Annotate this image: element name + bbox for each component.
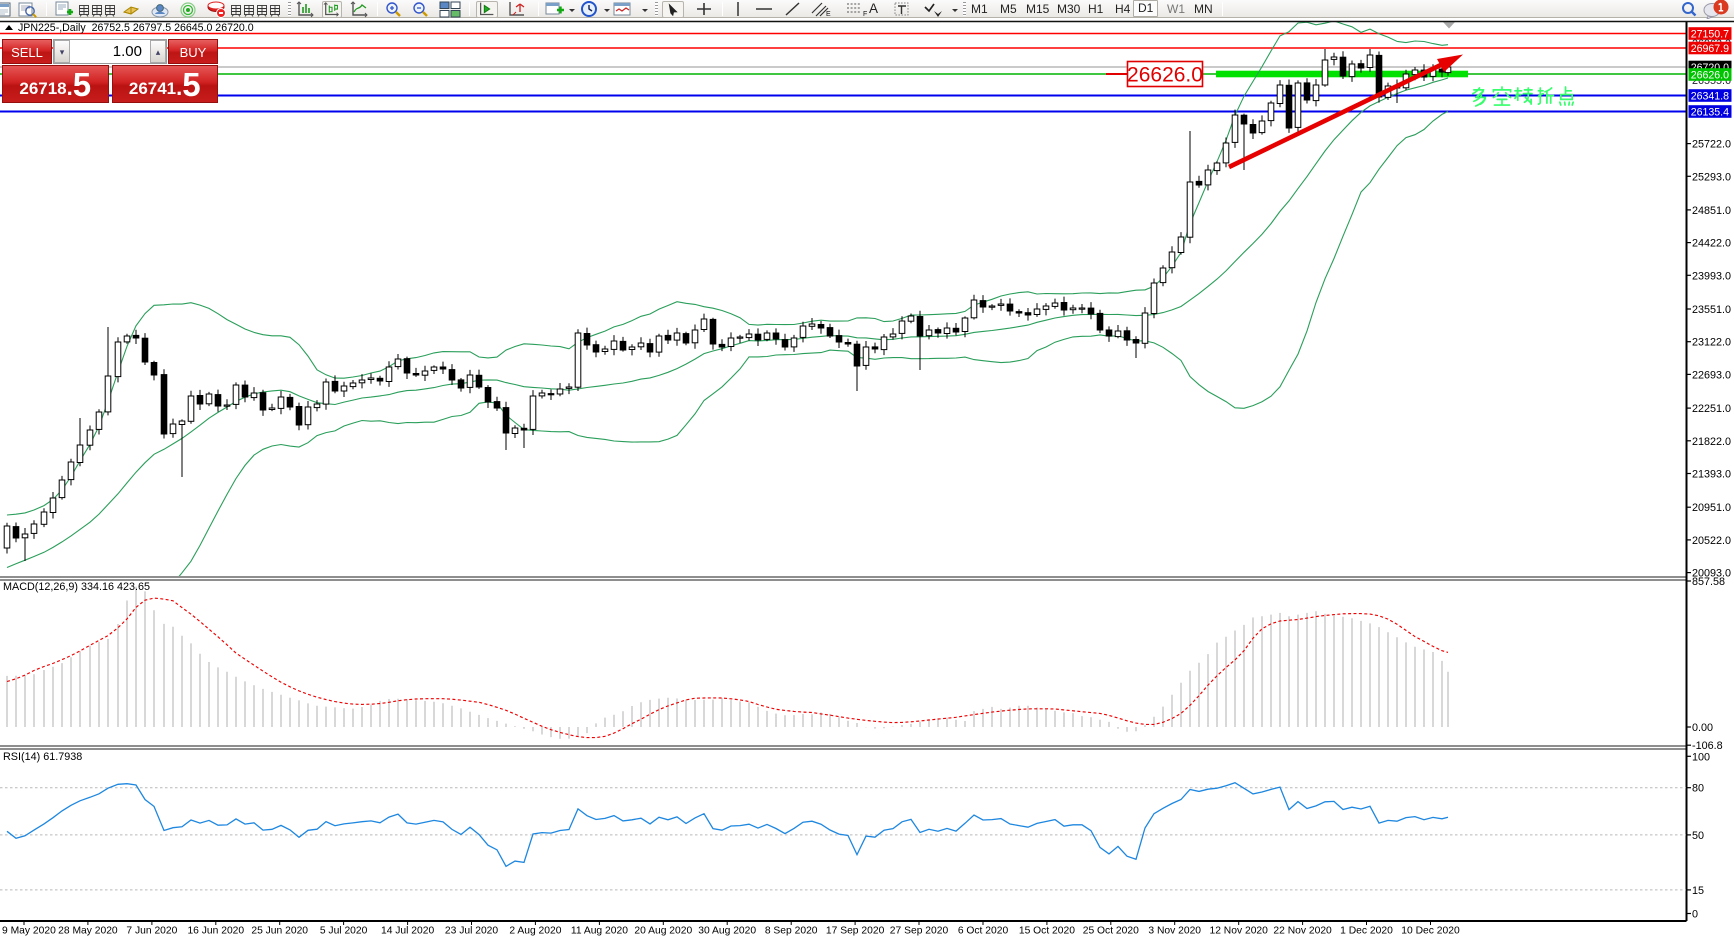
svg-text:24422.0: 24422.0 bbox=[1692, 238, 1731, 250]
svg-text:23551.0: 23551.0 bbox=[1692, 304, 1731, 316]
svg-text:25 Oct 2020: 25 Oct 2020 bbox=[1083, 926, 1139, 937]
svg-text:JPN225-,Daily 26752.5 26797.5: JPN225-,Daily 26752.5 26797.5 26645.0 26… bbox=[18, 22, 254, 34]
svg-text:-106.8: -106.8 bbox=[1692, 740, 1723, 752]
svg-text:27 Sep 2020: 27 Sep 2020 bbox=[890, 926, 949, 937]
svg-text:26626.0: 26626.0 bbox=[1691, 70, 1729, 82]
svg-text:100: 100 bbox=[1692, 751, 1710, 763]
svg-text:15: 15 bbox=[1692, 885, 1704, 897]
svg-text:0.00: 0.00 bbox=[1692, 722, 1713, 734]
svg-text:14 Jul 2020: 14 Jul 2020 bbox=[381, 926, 435, 937]
svg-text:15 Oct 2020: 15 Oct 2020 bbox=[1019, 926, 1075, 937]
svg-text:26341.8: 26341.8 bbox=[1691, 91, 1729, 103]
svg-text:25722.0: 25722.0 bbox=[1692, 139, 1731, 151]
svg-text:20522.0: 20522.0 bbox=[1692, 535, 1731, 547]
svg-text:25293.0: 25293.0 bbox=[1692, 171, 1731, 183]
svg-text:23993.0: 23993.0 bbox=[1692, 270, 1731, 282]
svg-text:22251.0: 22251.0 bbox=[1692, 403, 1731, 415]
svg-text:21393.0: 21393.0 bbox=[1692, 469, 1731, 481]
svg-text:80: 80 bbox=[1692, 783, 1704, 795]
svg-text:RSI(14) 61.7938: RSI(14) 61.7938 bbox=[3, 751, 82, 763]
svg-text:28 May 2020: 28 May 2020 bbox=[58, 926, 118, 937]
svg-text:857.58: 857.58 bbox=[1692, 576, 1725, 588]
svg-text:11 Aug 2020: 11 Aug 2020 bbox=[571, 926, 628, 937]
svg-text:3 Nov 2020: 3 Nov 2020 bbox=[1148, 926, 1201, 937]
svg-text:8 Sep 2020: 8 Sep 2020 bbox=[765, 926, 818, 937]
svg-text:12 Nov 2020: 12 Nov 2020 bbox=[1209, 926, 1268, 937]
svg-text:0: 0 bbox=[1692, 909, 1698, 921]
svg-text:17 Sep 2020: 17 Sep 2020 bbox=[826, 926, 885, 937]
svg-text:20 Aug 2020: 20 Aug 2020 bbox=[634, 926, 692, 937]
svg-text:10 Dec 2020: 10 Dec 2020 bbox=[1401, 926, 1460, 937]
svg-text:6 Oct 2020: 6 Oct 2020 bbox=[958, 926, 1009, 937]
svg-text:F: F bbox=[863, 11, 867, 18]
svg-text:21822.0: 21822.0 bbox=[1692, 436, 1731, 448]
svg-text:20951.0: 20951.0 bbox=[1692, 502, 1731, 514]
svg-text:26626.0: 26626.0 bbox=[1127, 64, 1203, 87]
svg-text:25 Jun 2020: 25 Jun 2020 bbox=[251, 926, 308, 937]
svg-text:26967.9: 26967.9 bbox=[1691, 43, 1729, 55]
svg-text:5 Jul 2020: 5 Jul 2020 bbox=[320, 926, 368, 937]
svg-text:20093.0: 20093.0 bbox=[1692, 568, 1731, 580]
svg-text:22693.0: 22693.0 bbox=[1692, 369, 1731, 381]
svg-text:30 Aug 2020: 30 Aug 2020 bbox=[698, 926, 756, 937]
svg-text:E: E bbox=[826, 11, 831, 18]
svg-text:23 Jul 2020: 23 Jul 2020 bbox=[445, 926, 499, 937]
svg-text:23122.0: 23122.0 bbox=[1692, 337, 1731, 349]
svg-text:MACD(12,26,9) 334.16 423.65: MACD(12,26,9) 334.16 423.65 bbox=[3, 581, 150, 593]
svg-text:2 Aug 2020: 2 Aug 2020 bbox=[509, 926, 561, 937]
svg-text:16 Jun 2020: 16 Jun 2020 bbox=[187, 926, 244, 937]
svg-text:50: 50 bbox=[1692, 830, 1704, 842]
svg-text:26135.4: 26135.4 bbox=[1691, 107, 1729, 119]
svg-text:24851.0: 24851.0 bbox=[1692, 205, 1731, 217]
svg-text:27150.7: 27150.7 bbox=[1691, 29, 1729, 41]
svg-text:1 Dec 2020: 1 Dec 2020 bbox=[1340, 926, 1393, 937]
svg-text:7 Jun 2020: 7 Jun 2020 bbox=[126, 926, 177, 937]
svg-text:9 May 2020: 9 May 2020 bbox=[2, 926, 56, 937]
svg-text:22 Nov 2020: 22 Nov 2020 bbox=[1273, 926, 1332, 937]
